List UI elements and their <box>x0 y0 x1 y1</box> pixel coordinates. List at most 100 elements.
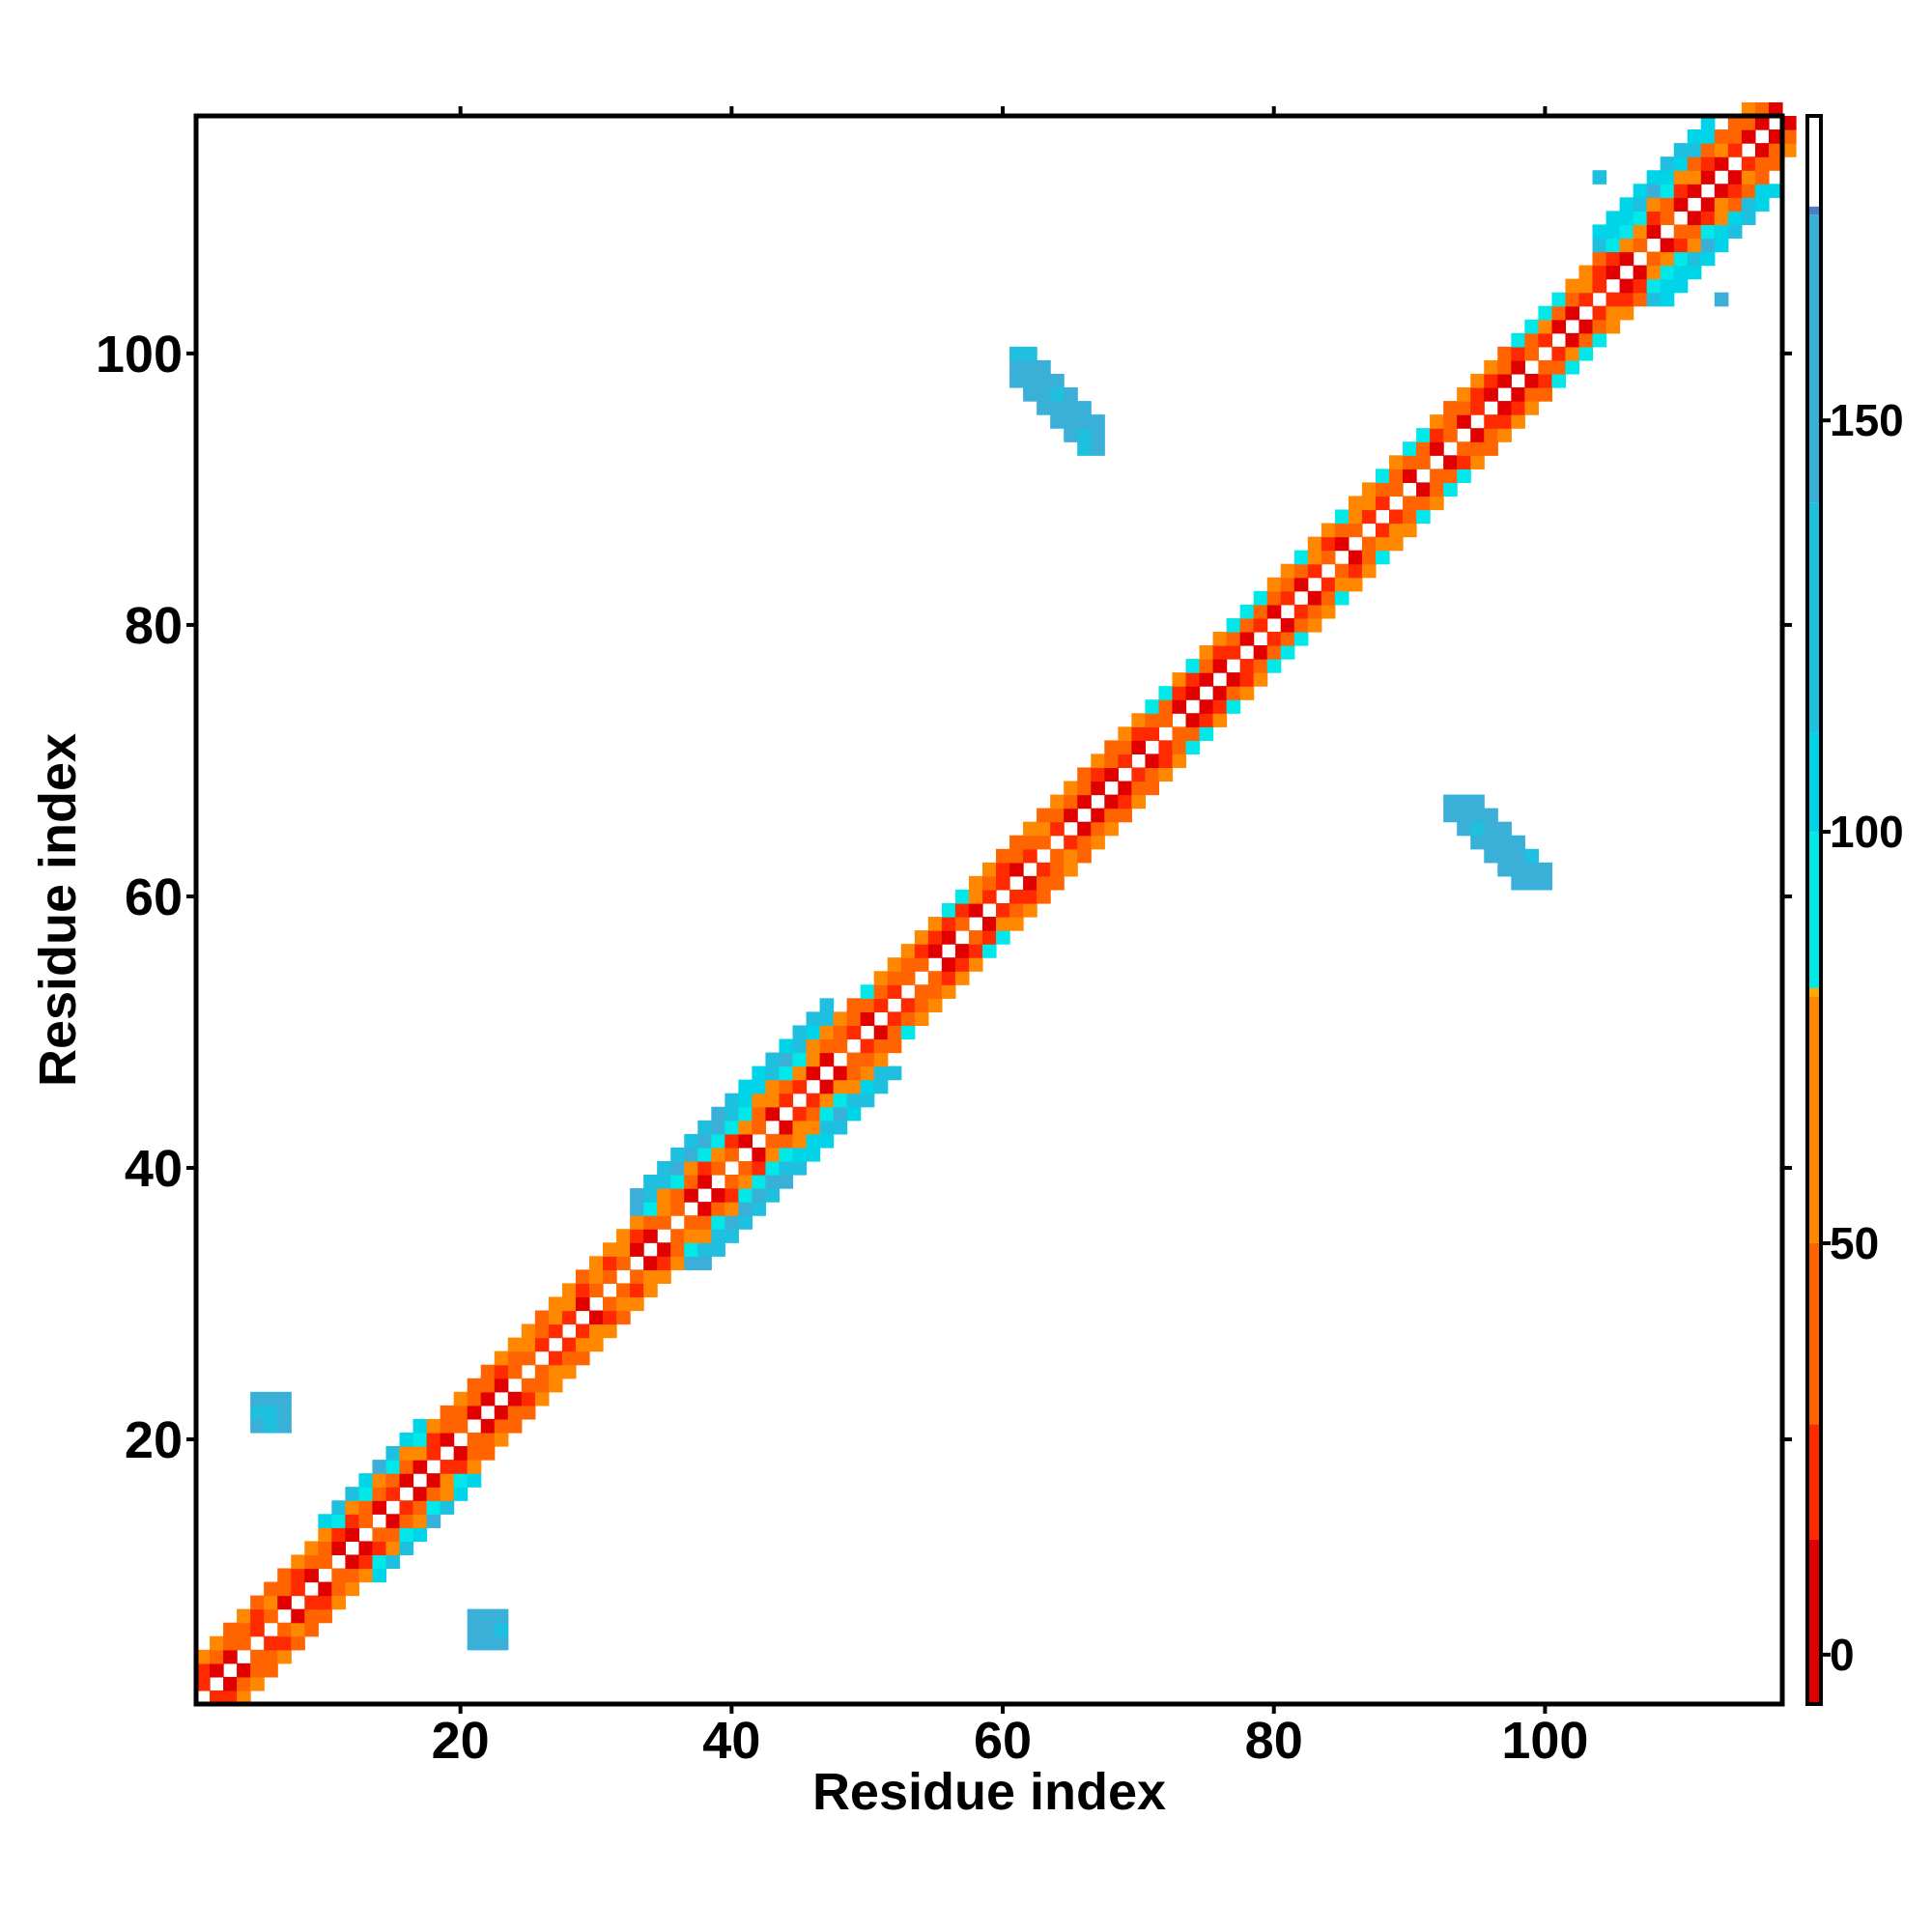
heatmap-cell <box>806 1106 821 1122</box>
heatmap-cell <box>697 1229 712 1243</box>
heatmap-cell <box>1077 441 1092 456</box>
heatmap-cell <box>887 1038 902 1054</box>
heatmap-cell <box>453 1391 469 1406</box>
heatmap-cell <box>548 1310 563 1325</box>
heatmap-cell <box>575 1337 590 1352</box>
heatmap-cell <box>711 1120 725 1135</box>
heatmap-cell <box>1578 292 1594 307</box>
heatmap-cell <box>873 1052 889 1067</box>
heatmap-cell <box>697 1147 712 1162</box>
heatmap-cell <box>1430 414 1444 429</box>
heatmap-cell <box>941 917 956 931</box>
heatmap-cell <box>1457 469 1471 483</box>
heatmap-cell <box>264 1662 278 1678</box>
heatmap-cell <box>264 1581 278 1597</box>
heatmap-cell <box>819 1093 835 1108</box>
heatmap-cell <box>1361 563 1377 579</box>
heatmap-cell <box>981 944 997 958</box>
heatmap-cell <box>1592 278 1607 294</box>
heatmap-cell <box>1280 617 1295 633</box>
heatmap-cell <box>1334 590 1350 606</box>
heatmap-cell <box>1226 631 1241 646</box>
heatmap-cell <box>1199 713 1214 727</box>
heatmap-cell <box>385 1527 401 1542</box>
heatmap-cell <box>372 1541 387 1556</box>
heatmap-cell <box>1077 401 1092 415</box>
heatmap-cell <box>1768 101 1783 117</box>
heatmap-cell <box>1172 686 1187 700</box>
heatmap-cell <box>521 1323 536 1339</box>
heatmap-cell <box>1660 197 1675 212</box>
heatmap-cell <box>1226 645 1241 660</box>
heatmap-cell <box>412 1432 428 1447</box>
heatmap-cell <box>657 1269 671 1285</box>
heatmap-cell <box>954 944 970 958</box>
heatmap-cell <box>1605 251 1621 267</box>
heatmap-cell <box>264 1635 278 1651</box>
heatmap-cell <box>1430 496 1444 511</box>
heatmap-cell <box>1037 835 1051 850</box>
heatmap-cell <box>1430 441 1444 456</box>
heatmap-cell <box>1023 835 1037 850</box>
heatmap-cell <box>453 1418 469 1434</box>
heatmap-cell <box>684 1215 698 1230</box>
heatmap-cell <box>1077 428 1092 442</box>
colorbar-tick-label: 50 <box>1830 1218 1879 1268</box>
heatmap-cell <box>765 1093 781 1108</box>
heatmap-cell <box>237 1662 251 1678</box>
heatmap-cell <box>1700 197 1716 212</box>
heatmap-cell <box>616 1242 631 1257</box>
heatmap-cell <box>277 1568 292 1583</box>
heatmap-cell <box>467 1608 482 1624</box>
colorbar: 0 50 100 150 <box>1805 114 1904 1706</box>
heatmap-cell <box>1619 251 1634 267</box>
heatmap-cell <box>1524 332 1539 348</box>
heatmap-cell <box>1131 767 1146 782</box>
heatmap-cell <box>1077 767 1092 782</box>
heatmap-cell <box>1687 251 1702 267</box>
heatmap-cell <box>873 1038 889 1054</box>
heatmap-cell <box>331 1541 346 1556</box>
heatmap-cell <box>860 1065 875 1081</box>
heatmap-cell <box>1307 563 1322 579</box>
heatmap-cell <box>318 1554 332 1570</box>
heatmap-cell <box>1361 550 1377 565</box>
x-tick-label: 80 <box>1245 1712 1303 1770</box>
heatmap-cell <box>724 1188 739 1203</box>
heatmap-cell <box>1185 740 1201 755</box>
heatmap-cell <box>1131 781 1146 796</box>
heatmap-cell <box>1673 251 1689 267</box>
heatmap-cell <box>724 1133 739 1149</box>
heatmap-cell <box>1754 101 1770 117</box>
heatmap-cell <box>372 1500 387 1515</box>
heatmap-cell <box>1457 387 1471 402</box>
heatmap-cell <box>548 1296 563 1312</box>
heatmap-cell <box>779 1093 794 1108</box>
heatmap-cell <box>738 1202 753 1216</box>
heatmap-cell <box>1511 848 1525 864</box>
heatmap-cell <box>467 1405 482 1420</box>
heatmap-cell <box>1091 835 1105 850</box>
heatmap-cell <box>657 1175 671 1189</box>
heatmap-cell <box>291 1581 305 1597</box>
heatmap-cell <box>792 1065 808 1081</box>
heatmap-cell <box>887 1025 902 1040</box>
heatmap-cell <box>724 1229 739 1243</box>
heatmap-cell <box>1293 617 1309 633</box>
heatmap-cell <box>548 1350 563 1366</box>
heatmap-cell <box>1565 292 1580 307</box>
heatmap-cell <box>1009 346 1024 361</box>
heatmap-cell <box>806 1120 821 1135</box>
heatmap-cell <box>1497 414 1512 429</box>
colorbar-frame <box>1805 114 1823 1706</box>
heatmap-cell <box>1687 224 1702 240</box>
heatmap-cell <box>1077 848 1092 864</box>
heatmap-cell <box>1185 659 1201 673</box>
heatmap-cell <box>1037 387 1051 402</box>
heatmap-cell <box>1375 550 1390 565</box>
heatmap-cell <box>1565 332 1580 348</box>
heatmap-cell <box>534 1364 550 1379</box>
heatmap-cell <box>1050 848 1065 864</box>
heatmap-cell <box>575 1269 590 1285</box>
heatmap-cell <box>1334 523 1350 538</box>
